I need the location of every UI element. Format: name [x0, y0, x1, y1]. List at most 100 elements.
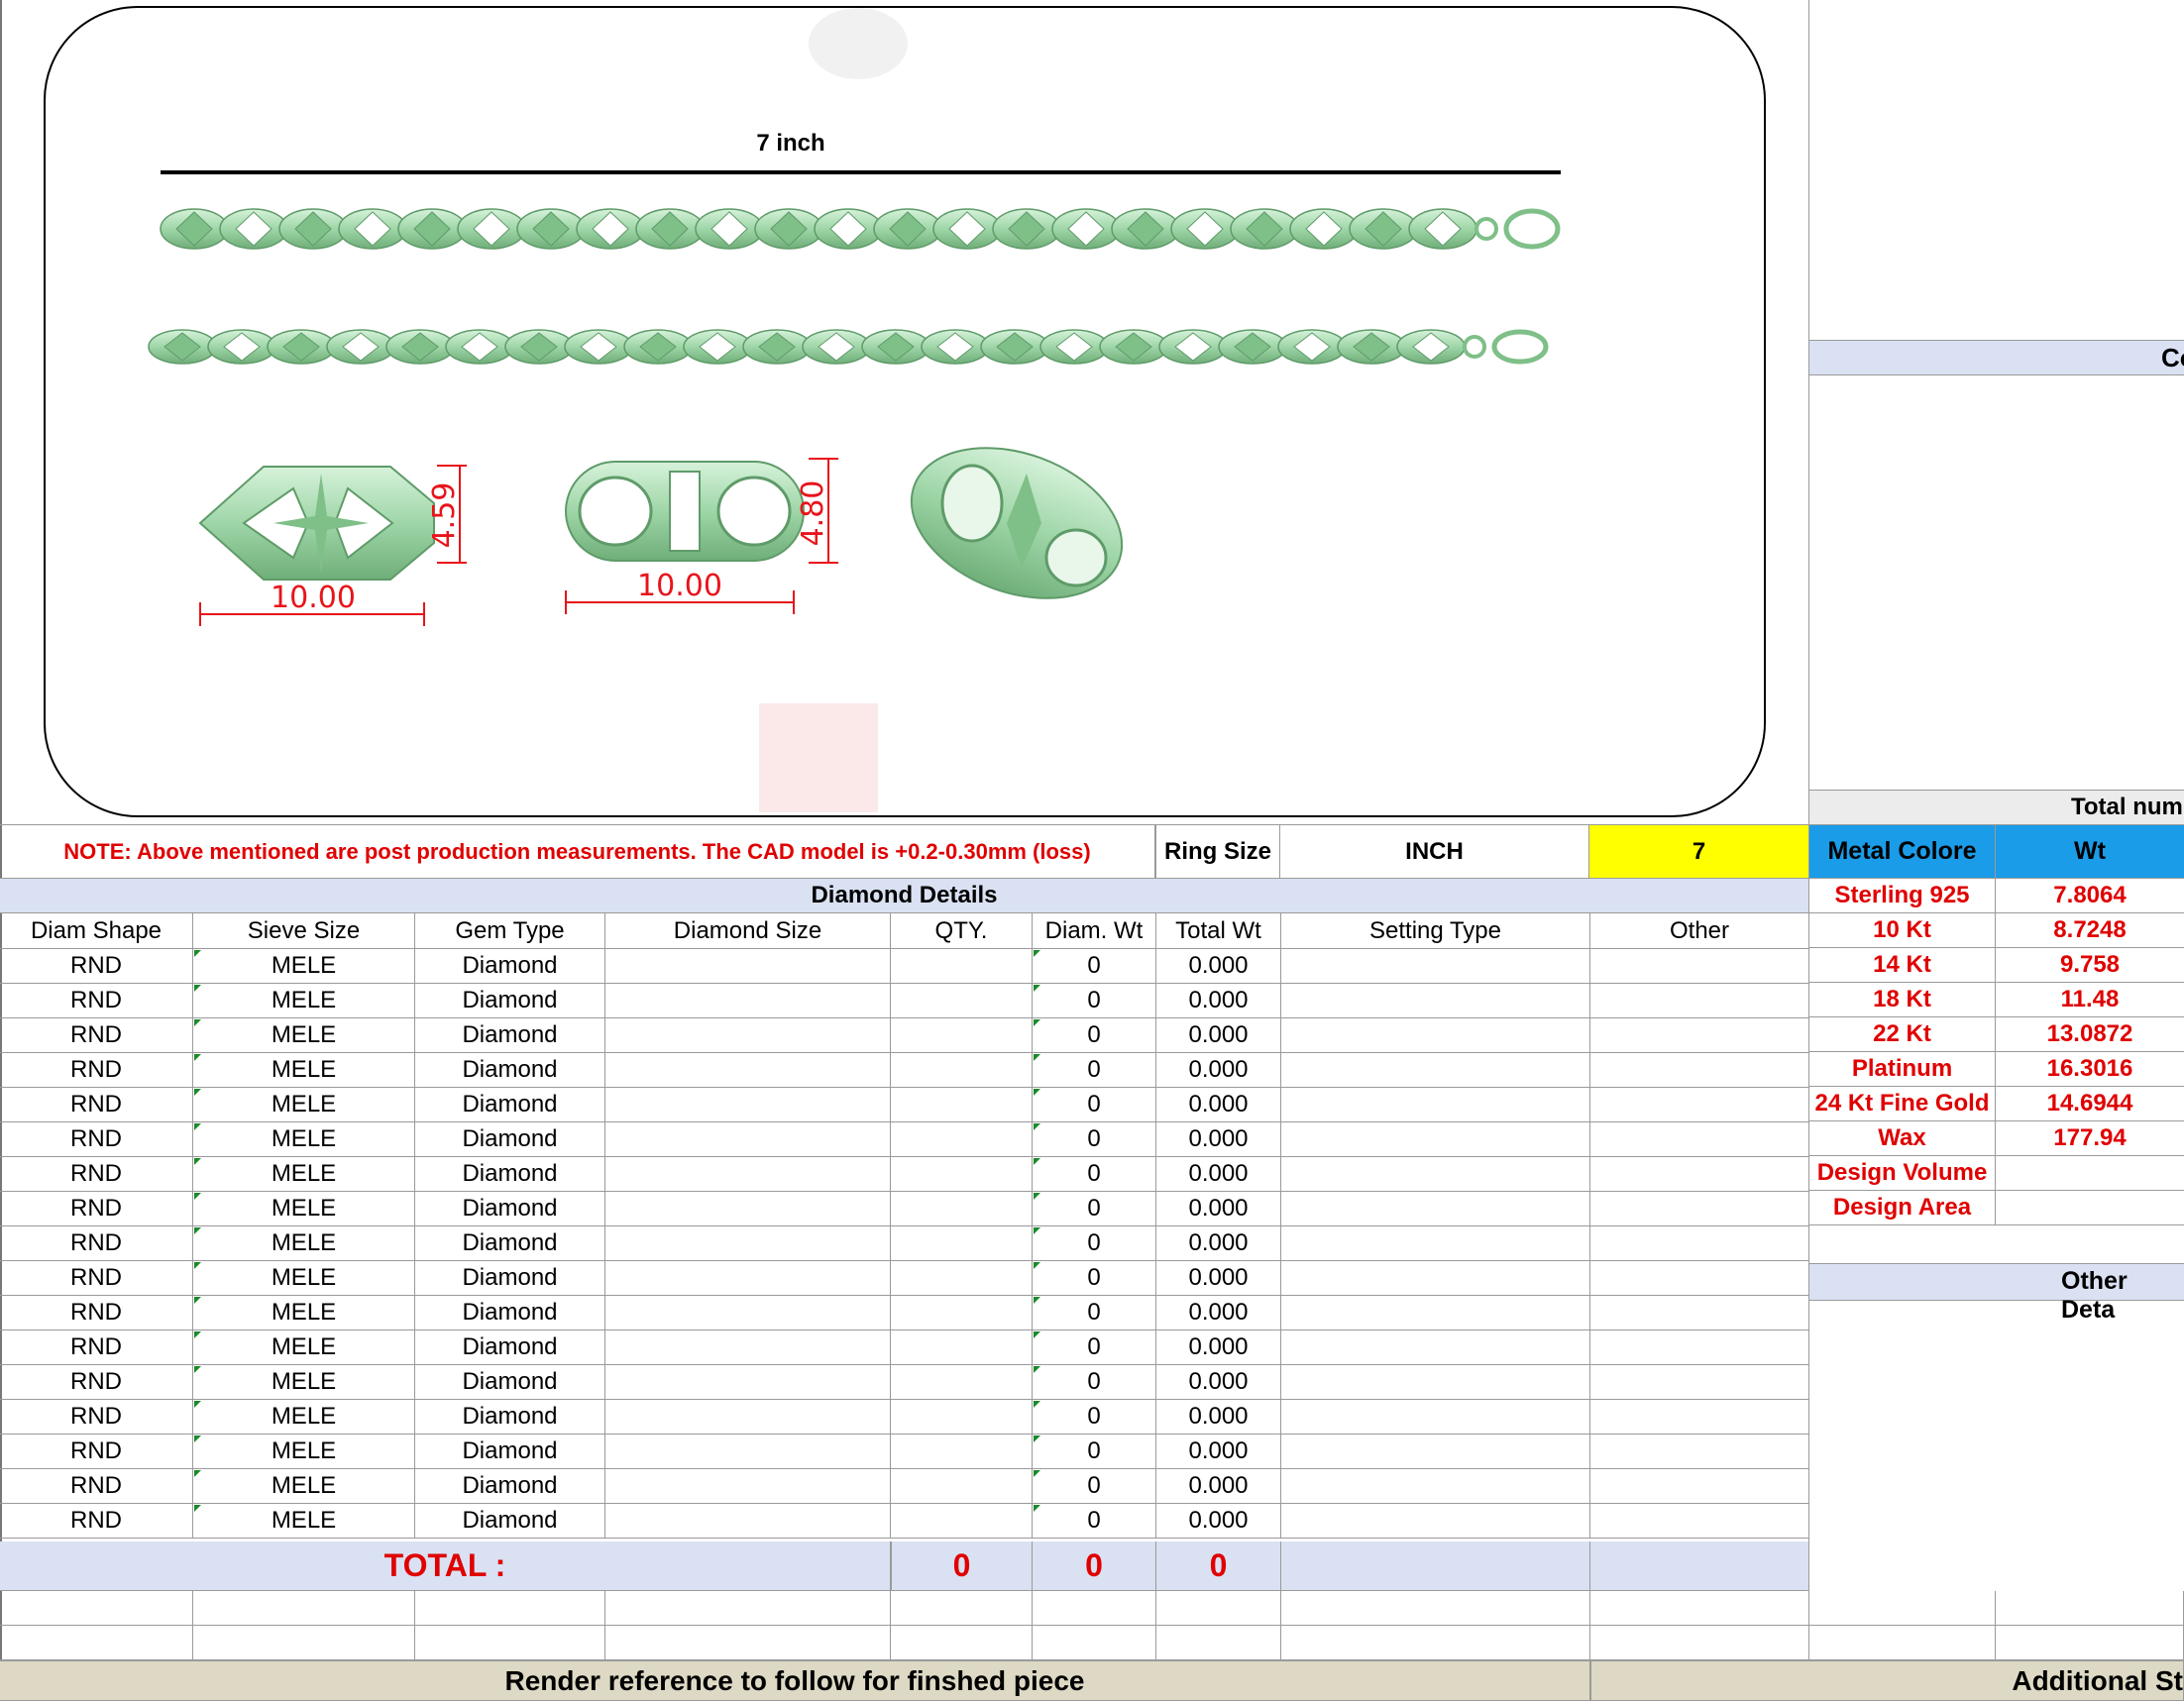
empty-cell[interactable] — [1281, 1591, 1590, 1626]
diamond-table-cell[interactable]: 0.000 — [1156, 984, 1281, 1018]
diamond-table-cell[interactable]: 0.000 — [1156, 1122, 1281, 1157]
diamond-table-cell[interactable]: MELE — [193, 1296, 415, 1330]
diamond-table-cell[interactable]: 0 — [1033, 1400, 1156, 1435]
diamond-table-cell[interactable]: 0.000 — [1156, 1400, 1281, 1435]
diamond-table-cell[interactable] — [1281, 1261, 1590, 1296]
diamond-table-cell[interactable] — [1590, 1226, 1809, 1261]
diamond-table-cell[interactable] — [891, 1261, 1033, 1296]
diamond-table-cell[interactable]: 0 — [1033, 1504, 1156, 1539]
diamond-table-cell[interactable] — [605, 1435, 891, 1469]
empty-cell[interactable] — [605, 1626, 891, 1660]
diamond-table-cell[interactable] — [891, 1122, 1033, 1157]
diamond-table-cell[interactable] — [605, 1122, 891, 1157]
diamond-table-cell[interactable] — [1590, 1192, 1809, 1226]
diamond-table-cell[interactable]: 0 — [1033, 1330, 1156, 1365]
diamond-table-cell[interactable]: Diamond — [415, 1088, 605, 1122]
diamond-table-cell[interactable]: 0 — [1033, 1018, 1156, 1053]
diamond-table-cell[interactable] — [1590, 984, 1809, 1018]
diamond-table-cell[interactable] — [891, 1226, 1033, 1261]
ring-size-unit[interactable]: INCH — [1280, 824, 1589, 879]
diamond-table-cell[interactable] — [1281, 949, 1590, 984]
diamond-table-cell[interactable]: MELE — [193, 1226, 415, 1261]
diamond-table-cell[interactable]: Diamond — [415, 984, 605, 1018]
diamond-table-cell[interactable]: MELE — [193, 1122, 415, 1157]
diamond-table-cell[interactable] — [605, 1400, 891, 1435]
diamond-table-cell[interactable]: Diamond — [415, 1192, 605, 1226]
empty-cell[interactable] — [1156, 1591, 1281, 1626]
empty-cell[interactable] — [193, 1626, 415, 1660]
empty-cell[interactable] — [1033, 1591, 1156, 1626]
diamond-table-cell[interactable] — [1590, 1400, 1809, 1435]
diamond-table-cell[interactable] — [891, 1469, 1033, 1504]
diamond-table-cell[interactable] — [1281, 1053, 1590, 1088]
ring-size-value[interactable]: 7 — [1589, 824, 1809, 879]
diamond-table-cell[interactable] — [1281, 1157, 1590, 1192]
empty-cell[interactable] — [1996, 1626, 2184, 1660]
diamond-table-cell[interactable] — [605, 1088, 891, 1122]
diamond-table-cell[interactable]: 0.000 — [1156, 1157, 1281, 1192]
diamond-table-cell[interactable]: RND — [0, 1192, 193, 1226]
diamond-table-cell[interactable]: RND — [0, 1330, 193, 1365]
diamond-table-cell[interactable] — [1590, 1122, 1809, 1157]
diamond-table-cell[interactable] — [1281, 1469, 1590, 1504]
diamond-table-cell[interactable] — [605, 1504, 891, 1539]
diamond-table-cell[interactable]: Diamond — [415, 1261, 605, 1296]
diamond-table-cell[interactable] — [605, 1018, 891, 1053]
diamond-table-cell[interactable] — [1590, 949, 1809, 984]
diamond-table-cell[interactable]: MELE — [193, 1365, 415, 1400]
empty-cell[interactable] — [0, 1626, 193, 1660]
diamond-table-cell[interactable]: MELE — [193, 1330, 415, 1365]
diamond-table-cell[interactable] — [891, 1018, 1033, 1053]
diamond-table-cell[interactable] — [891, 1157, 1033, 1192]
diamond-table-cell[interactable] — [1281, 1122, 1590, 1157]
diamond-table-cell[interactable] — [1590, 1330, 1809, 1365]
empty-cell[interactable] — [1590, 1591, 1809, 1626]
diamond-table-cell[interactable] — [891, 1053, 1033, 1088]
diamond-table-cell[interactable]: Diamond — [415, 1504, 605, 1539]
diamond-table-cell[interactable]: 0 — [1033, 1365, 1156, 1400]
diamond-table-cell[interactable] — [605, 1261, 891, 1296]
diamond-table-cell[interactable] — [1590, 1435, 1809, 1469]
diamond-table-cell[interactable] — [1281, 1365, 1590, 1400]
diamond-table-cell[interactable] — [1281, 1400, 1590, 1435]
diamond-table-cell[interactable] — [891, 1330, 1033, 1365]
diamond-table-cell[interactable] — [605, 1296, 891, 1330]
diamond-table-cell[interactable]: MELE — [193, 1053, 415, 1088]
empty-cell[interactable] — [891, 1591, 1033, 1626]
diamond-table-cell[interactable] — [605, 1365, 891, 1400]
diamond-table-cell[interactable]: Diamond — [415, 1469, 605, 1504]
diamond-table-cell[interactable] — [1590, 1018, 1809, 1053]
diamond-table-cell[interactable]: RND — [0, 1504, 193, 1539]
empty-cell[interactable] — [0, 1591, 193, 1626]
diamond-table-cell[interactable] — [1590, 1157, 1809, 1192]
diamond-table-cell[interactable]: 0.000 — [1156, 949, 1281, 984]
diamond-table-cell[interactable]: 0 — [1033, 949, 1156, 984]
diamond-table-cell[interactable]: MELE — [193, 1469, 415, 1504]
diamond-table-cell[interactable] — [605, 1157, 891, 1192]
diamond-table-cell[interactable] — [1281, 1018, 1590, 1053]
diamond-table-cell[interactable]: MELE — [193, 1435, 415, 1469]
diamond-table-cell[interactable]: 0.000 — [1156, 1504, 1281, 1539]
diamond-table-cell[interactable]: 0 — [1033, 1261, 1156, 1296]
empty-cell[interactable] — [891, 1626, 1033, 1660]
diamond-table-cell[interactable]: Diamond — [415, 1400, 605, 1435]
diamond-table-cell[interactable]: 0.000 — [1156, 1018, 1281, 1053]
diamond-table-cell[interactable]: 0.000 — [1156, 1296, 1281, 1330]
diamond-table-cell[interactable]: 0 — [1033, 1469, 1156, 1504]
diamond-table-cell[interactable]: Diamond — [415, 1122, 605, 1157]
diamond-table-cell[interactable]: RND — [0, 1088, 193, 1122]
diamond-table-cell[interactable]: RND — [0, 1018, 193, 1053]
diamond-table-cell[interactable] — [891, 1365, 1033, 1400]
diamond-table-cell[interactable] — [1281, 984, 1590, 1018]
diamond-table-cell[interactable] — [605, 984, 891, 1018]
diamond-table-cell[interactable] — [605, 1192, 891, 1226]
diamond-table-cell[interactable] — [605, 1226, 891, 1261]
diamond-table-cell[interactable] — [1590, 1504, 1809, 1539]
diamond-table-cell[interactable]: 0.000 — [1156, 1469, 1281, 1504]
diamond-table-cell[interactable] — [1590, 1365, 1809, 1400]
diamond-table-cell[interactable]: RND — [0, 1053, 193, 1088]
diamond-table-cell[interactable]: MELE — [193, 1018, 415, 1053]
diamond-table-cell[interactable] — [1590, 1088, 1809, 1122]
diamond-table-cell[interactable]: 0.000 — [1156, 1365, 1281, 1400]
diamond-table-cell[interactable]: Diamond — [415, 1053, 605, 1088]
